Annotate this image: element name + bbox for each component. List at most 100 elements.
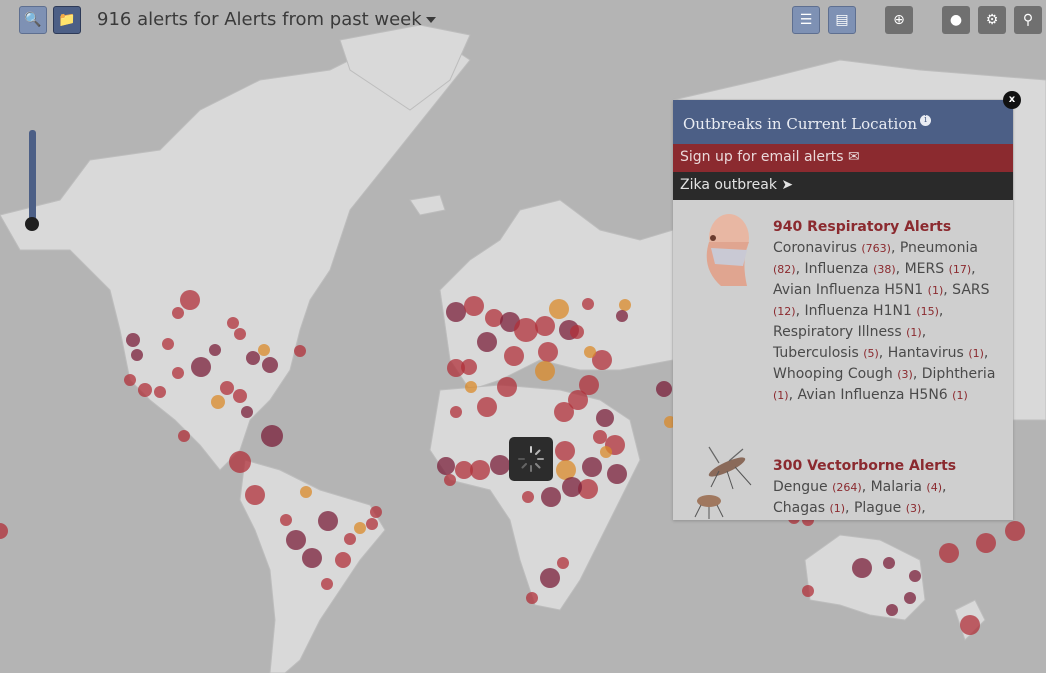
alert-marker[interactable] — [241, 406, 253, 418]
alert-marker[interactable] — [596, 409, 614, 427]
alert-item[interactable]: Pneumonia — [899, 240, 978, 256]
alert-marker[interactable] — [584, 346, 596, 358]
alert-marker[interactable] — [234, 328, 246, 340]
location-button[interactable]: ● — [942, 6, 970, 34]
alert-marker[interactable] — [450, 406, 462, 418]
alert-marker[interactable] — [233, 389, 247, 403]
alert-marker[interactable] — [211, 395, 225, 409]
zika-outbreak-link[interactable]: Zika outbreak ➤ — [673, 172, 1013, 200]
alert-marker[interactable] — [261, 425, 283, 447]
alert-marker[interactable] — [461, 359, 477, 375]
alert-marker[interactable] — [485, 309, 503, 327]
alert-marker[interactable] — [302, 548, 322, 568]
alert-item[interactable]: Plague — [853, 500, 902, 516]
alert-marker[interactable] — [246, 351, 260, 365]
alert-marker[interactable] — [354, 522, 366, 534]
alert-item[interactable]: Avian Influenza H5N1 — [773, 282, 924, 298]
alert-marker[interactable] — [607, 464, 627, 484]
alert-marker[interactable] — [578, 479, 598, 499]
alert-marker[interactable] — [592, 350, 612, 370]
alert-marker[interactable] — [555, 441, 575, 461]
alert-marker[interactable] — [538, 342, 558, 362]
alert-item[interactable]: SARS — [952, 282, 990, 298]
alert-marker[interactable] — [852, 558, 872, 578]
alert-marker[interactable] — [455, 461, 473, 479]
alert-item[interactable]: Respiratory Illness — [773, 324, 902, 340]
alert-marker[interactable] — [321, 578, 333, 590]
alert-marker[interactable] — [497, 377, 517, 397]
alert-marker[interactable] — [549, 299, 569, 319]
alert-item[interactable]: Diphtheria — [921, 366, 996, 382]
alert-item[interactable]: Whooping Cough — [773, 366, 893, 382]
alert-marker[interactable] — [366, 518, 378, 530]
alert-marker[interactable] — [883, 557, 895, 569]
settings-button[interactable]: ⚙ — [978, 6, 1006, 34]
alert-marker[interactable] — [802, 585, 814, 597]
alert-marker[interactable] — [600, 446, 612, 458]
alert-marker[interactable] — [886, 604, 898, 616]
alert-marker[interactable] — [370, 506, 382, 518]
alert-item[interactable]: Avian Influenza H5N6 — [797, 387, 948, 403]
alert-marker[interactable] — [437, 457, 455, 475]
alert-marker[interactable] — [470, 460, 490, 480]
alert-marker[interactable] — [138, 383, 152, 397]
info-icon[interactable]: i — [920, 115, 932, 126]
alert-marker[interactable] — [556, 460, 576, 480]
alert-marker[interactable] — [286, 530, 306, 550]
alert-marker[interactable] — [191, 357, 211, 377]
alerts-title-dropdown[interactable]: 916 alerts for Alerts from past week — [97, 9, 436, 30]
alert-marker[interactable] — [227, 317, 239, 329]
alert-marker[interactable] — [904, 592, 916, 604]
alert-marker[interactable] — [245, 485, 265, 505]
alert-marker[interactable] — [1005, 521, 1025, 541]
alert-marker[interactable] — [535, 316, 555, 336]
alert-item[interactable]: MERS — [904, 261, 945, 277]
alert-marker[interactable] — [344, 533, 356, 545]
alert-item[interactable]: Hantavirus — [887, 345, 964, 361]
alert-marker[interactable] — [568, 390, 588, 410]
alert-marker[interactable] — [477, 397, 497, 417]
zoom-slider-handle[interactable] — [25, 217, 39, 231]
alert-marker[interactable] — [526, 592, 538, 604]
respiratory-alerts-title[interactable]: 940 Respiratory Alerts — [773, 219, 952, 235]
alert-marker[interactable] — [300, 486, 312, 498]
alert-marker[interactable] — [939, 543, 959, 563]
list-view-button[interactable]: ☰ — [792, 6, 820, 34]
alert-item[interactable]: Malaria — [870, 479, 922, 495]
alert-marker[interactable] — [444, 474, 456, 486]
alert-marker[interactable] — [514, 318, 538, 342]
alert-marker[interactable] — [477, 332, 497, 352]
chart-view-button[interactable]: ▤ — [828, 6, 856, 34]
alert-marker[interactable] — [522, 491, 534, 503]
alert-marker[interactable] — [124, 374, 136, 386]
alert-marker[interactable] — [909, 570, 921, 582]
alert-marker[interactable] — [154, 386, 166, 398]
alert-marker[interactable] — [960, 615, 980, 635]
alert-item[interactable]: Coronavirus — [773, 240, 857, 256]
alert-marker[interactable] — [976, 533, 996, 553]
alert-marker[interactable] — [541, 487, 561, 507]
zoom-slider[interactable] — [29, 130, 36, 225]
alert-marker[interactable] — [465, 381, 477, 393]
alert-marker[interactable] — [504, 346, 524, 366]
alert-marker[interactable] — [172, 367, 184, 379]
alert-marker[interactable] — [258, 344, 270, 356]
alert-marker[interactable] — [579, 375, 599, 395]
alert-item[interactable]: Tuberculosis — [773, 345, 859, 361]
alert-marker[interactable] — [582, 298, 594, 310]
alert-item[interactable]: Influenza — [804, 261, 869, 277]
alert-marker[interactable] — [464, 296, 484, 316]
alert-marker[interactable] — [162, 338, 174, 350]
alert-marker[interactable] — [172, 307, 184, 319]
alert-item[interactable]: Dengue — [773, 479, 828, 495]
alert-marker[interactable] — [570, 325, 584, 339]
alert-marker[interactable] — [294, 345, 306, 357]
alert-marker[interactable] — [220, 381, 234, 395]
vectorborne-alerts-title[interactable]: 300 Vectorborne Alerts — [773, 458, 957, 474]
alert-marker[interactable] — [0, 523, 8, 539]
alert-marker[interactable] — [318, 511, 338, 531]
alert-marker[interactable] — [209, 344, 221, 356]
alert-marker[interactable] — [280, 514, 292, 526]
alert-marker[interactable] — [562, 477, 582, 497]
alert-marker[interactable] — [540, 568, 560, 588]
